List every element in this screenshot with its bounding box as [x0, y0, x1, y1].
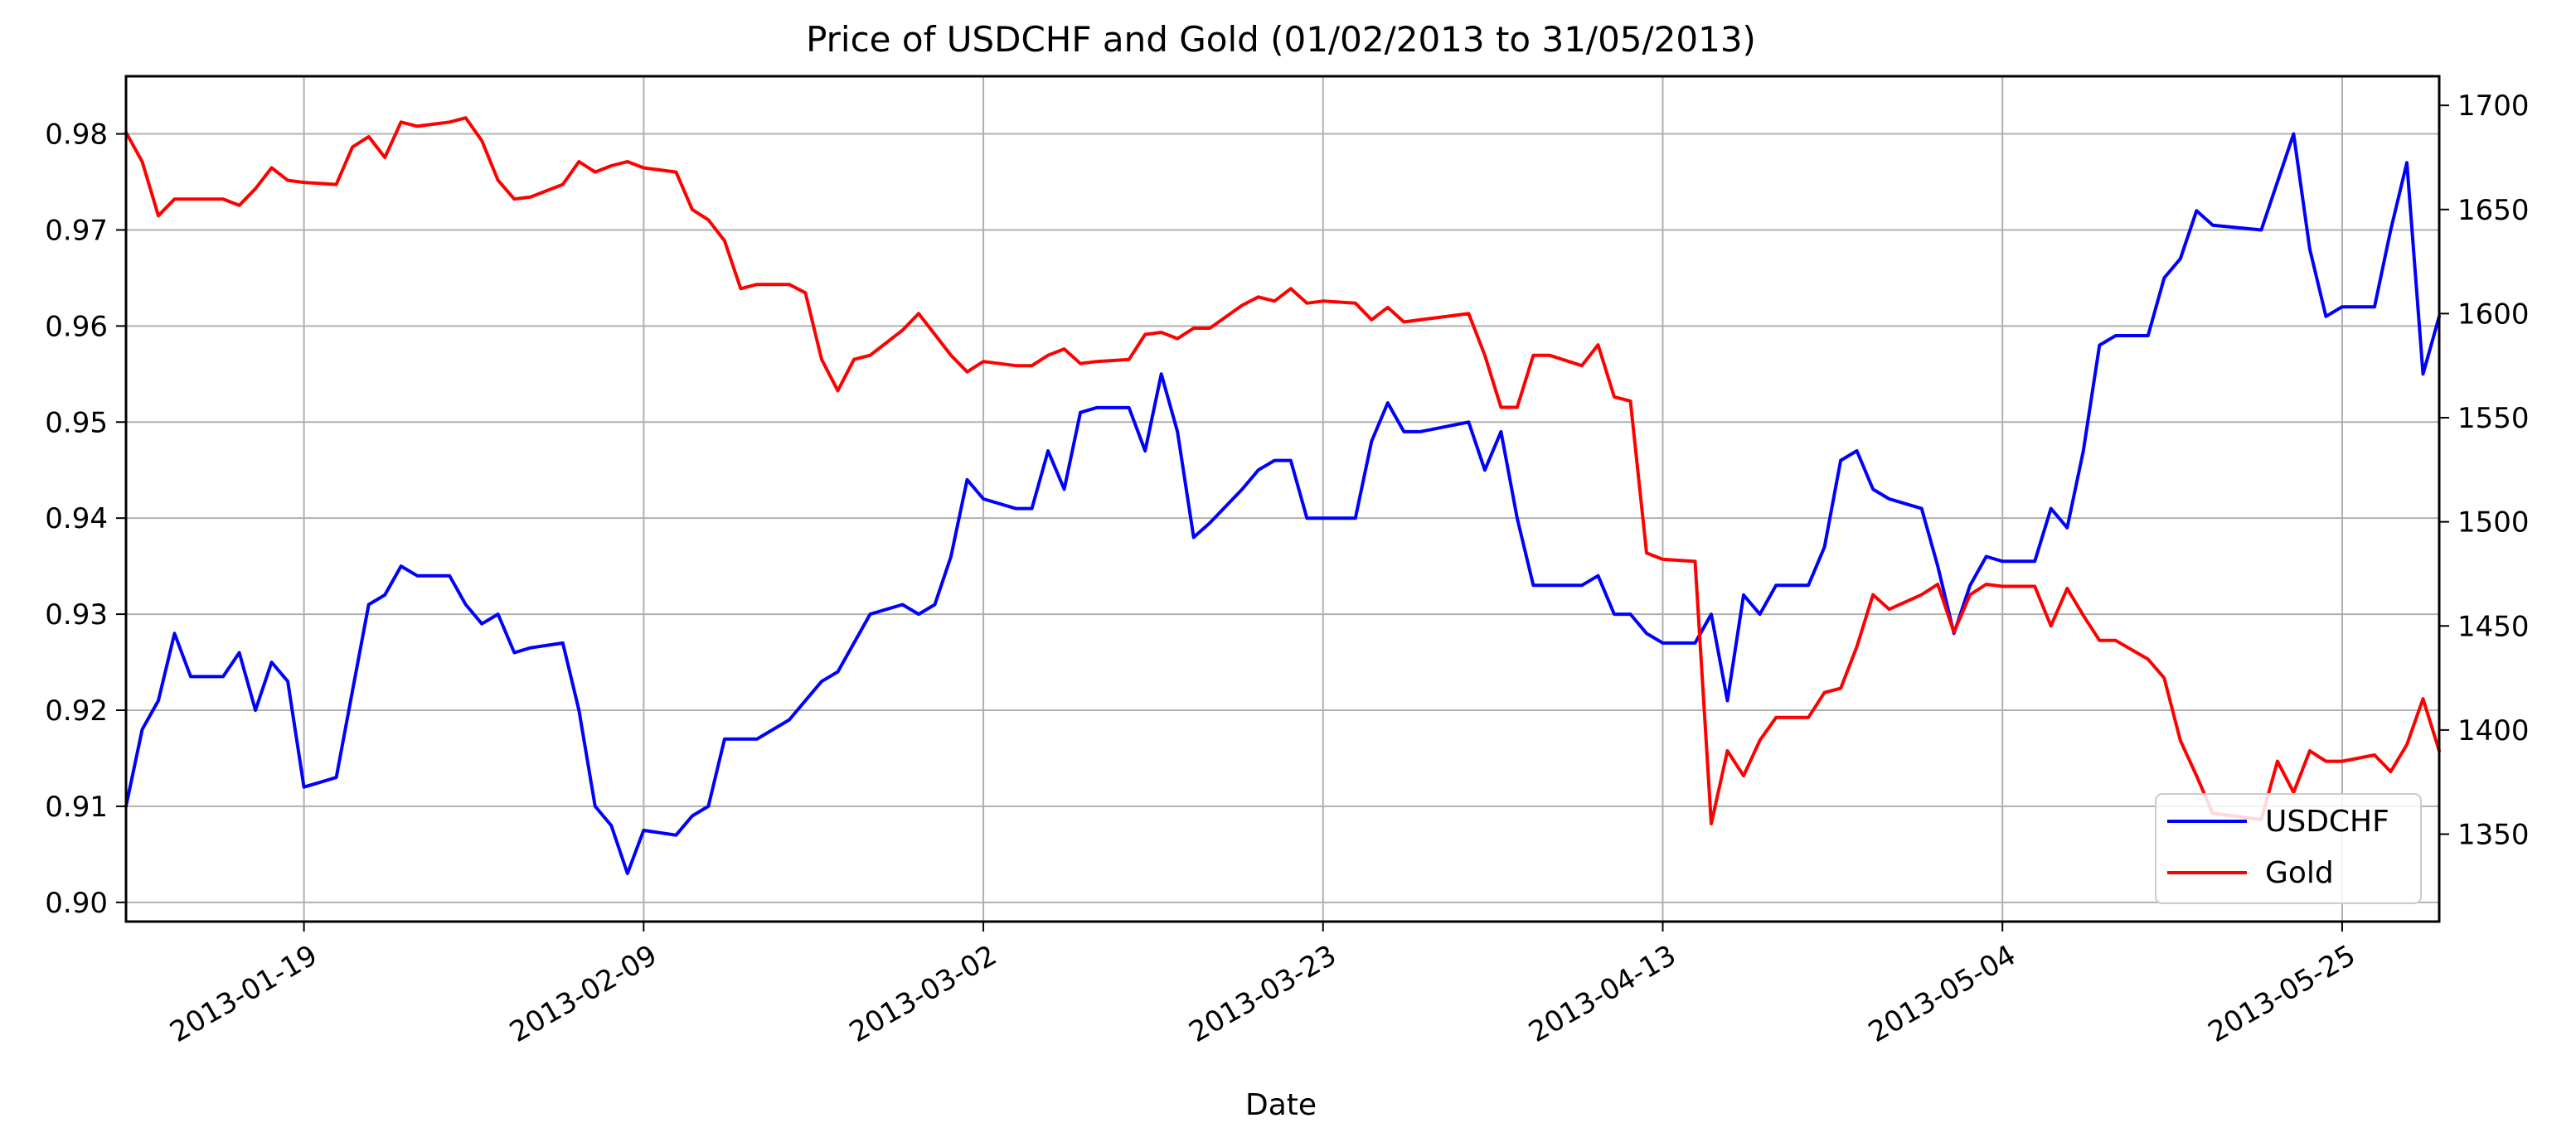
series-line-gold [124, 116, 2441, 825]
y-right-tick-label: 1600 [2457, 298, 2530, 331]
y-left-tick-label: 0.96 [45, 310, 108, 343]
y-right-tick-label: 1450 [2457, 610, 2530, 643]
y-left-tick-label: 0.98 [45, 119, 108, 152]
y-right-tick-label: 1550 [2457, 402, 2530, 435]
grid-layer [126, 76, 2439, 922]
y-left-tick-label: 0.90 [45, 887, 108, 920]
y-left-tick-label: 0.91 [45, 791, 108, 824]
legend: USDCHF Gold [2155, 793, 2422, 904]
series-layer [124, 116, 2441, 875]
y-left-tick-label: 0.95 [45, 406, 108, 439]
series-line-usdchf [124, 132, 2441, 875]
y-right-tick-label: 1700 [2457, 90, 2530, 123]
chart-title: Price of USDCHF and Gold (01/02/2013 to … [806, 19, 1756, 60]
y-right-tick-label: 1650 [2457, 194, 2530, 227]
y-right-tick-label: 1400 [2457, 714, 2530, 748]
plot-frame [124, 75, 2441, 923]
y-right-tick-label: 1500 [2457, 506, 2530, 540]
y-right-tick-label: 1350 [2457, 818, 2530, 851]
legend-label-usdchf: USDCHF [2265, 805, 2389, 839]
y-left-tick-label: 0.97 [45, 214, 108, 247]
x-axis-label: Date [1245, 1088, 1317, 1122]
y-left-tick-label: 0.92 [45, 694, 108, 728]
y-left-tick-label: 0.93 [45, 598, 108, 632]
y-left-tick-label: 0.94 [45, 502, 108, 535]
legend-label-gold: Gold [2265, 856, 2334, 890]
